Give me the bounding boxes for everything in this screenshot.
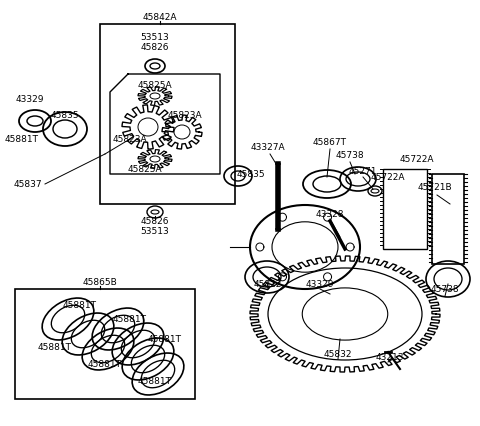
Text: 43329: 43329	[16, 95, 44, 104]
Bar	[432, 175, 464, 265]
Text: 45835: 45835	[237, 170, 265, 179]
Text: 45823A: 45823A	[113, 135, 147, 144]
Text: 45842A: 45842A	[143, 14, 177, 23]
Text: 45822: 45822	[254, 280, 282, 289]
Text: 45881T: 45881T	[5, 135, 39, 144]
Bar	[15, 289, 195, 399]
Text: 43329: 43329	[306, 280, 334, 289]
Text: 45881T: 45881T	[138, 377, 172, 386]
Text: 45722A: 45722A	[371, 173, 405, 182]
Text: 45826: 45826	[141, 217, 169, 226]
Text: 45881T: 45881T	[113, 315, 147, 324]
Text: 45738: 45738	[431, 285, 459, 294]
Text: 45825A: 45825A	[138, 81, 172, 89]
Text: 45832: 45832	[324, 350, 352, 359]
Text: 45835: 45835	[51, 110, 79, 119]
Text: 45881T: 45881T	[38, 343, 72, 352]
Text: 45881T: 45881T	[148, 335, 182, 344]
Text: 45722A: 45722A	[400, 155, 434, 164]
Text: 45867T: 45867T	[313, 138, 347, 147]
Text: 43328: 43328	[316, 210, 344, 219]
Bar	[100, 25, 235, 204]
Text: 45865B: 45865B	[83, 278, 118, 287]
Text: 45837: 45837	[14, 180, 42, 189]
Text: 53513: 53513	[141, 227, 169, 236]
Text: 43213: 43213	[376, 353, 404, 362]
Bar	[383, 170, 427, 249]
Text: 45881T: 45881T	[88, 360, 122, 368]
Text: 45823A: 45823A	[168, 110, 202, 119]
Text: 43327A: 43327A	[251, 143, 285, 152]
Text: 45881T: 45881T	[63, 301, 97, 310]
Text: 45721B: 45721B	[418, 183, 452, 192]
Text: 45271: 45271	[349, 167, 377, 176]
Text: 45826: 45826	[141, 43, 169, 52]
Text: 53513: 53513	[141, 33, 169, 43]
Text: 45825A: 45825A	[128, 165, 162, 174]
Text: 45738: 45738	[336, 151, 364, 160]
